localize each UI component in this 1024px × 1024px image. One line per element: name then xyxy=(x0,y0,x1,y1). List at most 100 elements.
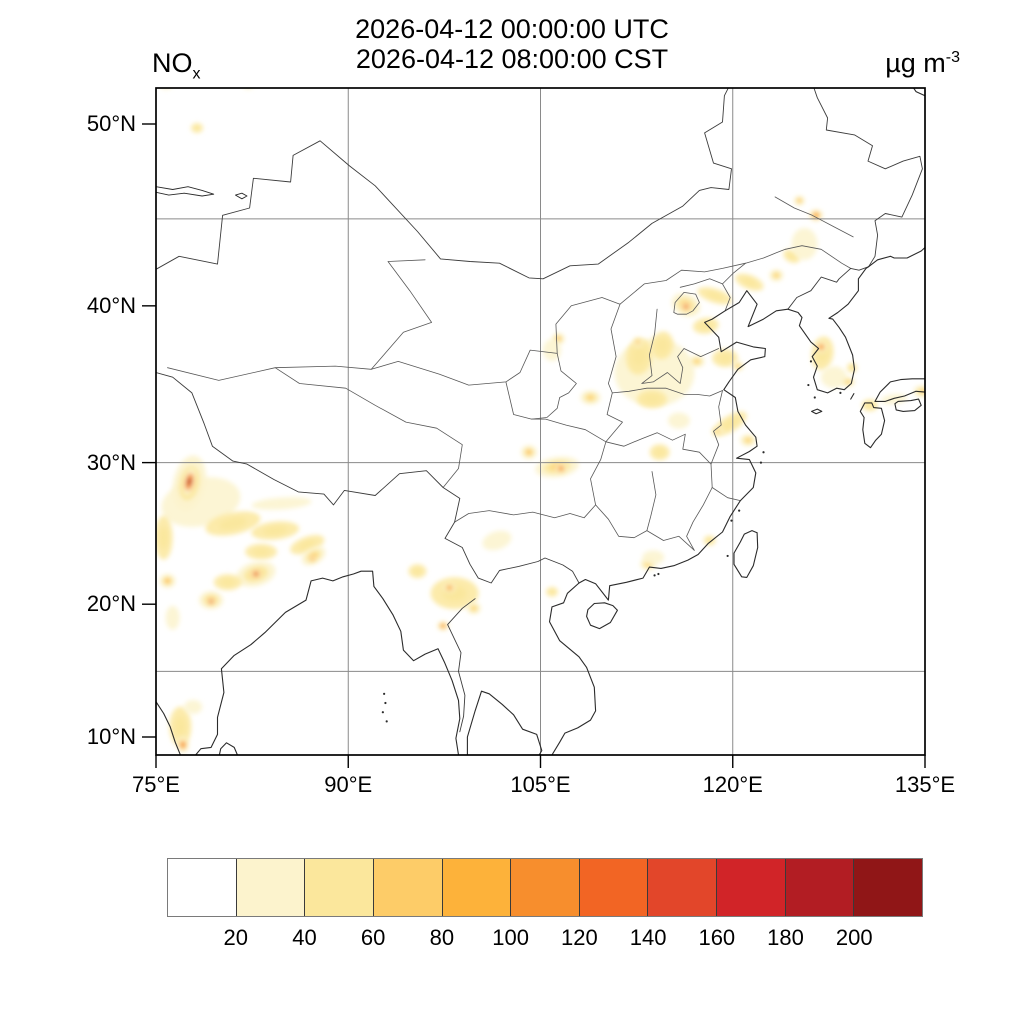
axis-ticks xyxy=(142,123,926,768)
small-island xyxy=(759,461,763,464)
map-outlines xyxy=(156,88,925,755)
small-island xyxy=(813,396,816,399)
concentration-shading xyxy=(156,88,925,753)
coastline xyxy=(156,701,181,755)
coastline xyxy=(859,402,886,449)
colorbar-cell xyxy=(442,859,512,916)
province-boundary xyxy=(595,504,695,551)
colorbar-tick-label: 140 xyxy=(629,925,667,950)
province-boundary xyxy=(774,196,854,238)
country-border xyxy=(787,266,870,310)
small-island xyxy=(381,711,384,714)
lat-tick-label: 10°N xyxy=(86,724,136,749)
plot-title: 2026-04-12 00:00:00 UTC 2026-04-12 08:00… xyxy=(0,14,1024,74)
small-island xyxy=(809,360,813,363)
province-boundary xyxy=(167,259,432,381)
colorbar-cell xyxy=(648,859,718,916)
coastline xyxy=(195,570,461,755)
units-label: µg m-3 xyxy=(885,48,960,78)
colorbar-cell xyxy=(236,859,306,916)
coastline xyxy=(912,88,925,97)
lat-tick-label: 20°N xyxy=(86,591,136,617)
coastline xyxy=(548,582,597,755)
province-boundary xyxy=(370,248,786,386)
coastline xyxy=(850,393,855,400)
lon-tick-label: 120°E xyxy=(702,772,763,797)
province-boundary xyxy=(641,308,720,384)
coastline xyxy=(868,246,925,268)
country-border xyxy=(447,598,476,733)
province-boundary xyxy=(673,292,700,315)
colorbar-tick-label: 40 xyxy=(292,925,317,950)
colorbar-tick-label: 20 xyxy=(223,925,248,950)
coastline xyxy=(874,390,925,402)
species-label: NOx xyxy=(152,48,201,83)
colorbar xyxy=(167,858,923,917)
coastline xyxy=(578,290,789,601)
small-island xyxy=(653,574,656,577)
colorbar-tick-label: 100 xyxy=(492,925,529,950)
province-boundary xyxy=(784,245,852,269)
small-island xyxy=(384,701,387,705)
lon-tick-label: 105°E xyxy=(510,772,571,797)
lon-tick-label: 90°E xyxy=(324,772,373,797)
province-boundary xyxy=(605,432,713,488)
country-border xyxy=(156,372,580,584)
colorbar-tick-label: 60 xyxy=(360,925,386,950)
lat-tick-label: 40°N xyxy=(86,292,136,318)
country-border xyxy=(156,88,732,280)
coastline xyxy=(894,398,922,412)
coastline xyxy=(218,742,238,755)
colorbar-cell xyxy=(579,859,649,916)
coastline xyxy=(787,266,870,394)
lake-outline xyxy=(156,186,215,197)
province-boundary xyxy=(679,262,746,288)
small-island xyxy=(383,692,386,695)
title-line-cst: 2026-04-12 08:00:00 CST xyxy=(355,44,669,75)
colorbar-tick-label: 180 xyxy=(767,925,804,950)
province-boundary xyxy=(454,504,596,523)
province-boundary xyxy=(686,487,713,551)
coastline xyxy=(811,408,823,415)
lon-tick-label: 75°E xyxy=(132,772,180,797)
coastline xyxy=(586,602,618,630)
province-boundary xyxy=(611,387,723,397)
coastline xyxy=(733,530,759,578)
province-boundary xyxy=(505,381,607,506)
lat-tick-label: 30°N xyxy=(86,449,136,475)
colorbar-cell xyxy=(785,859,855,916)
colorbar-cell xyxy=(717,859,786,916)
lake-outline xyxy=(235,192,248,200)
lon-tick-label: 135°E xyxy=(894,772,956,797)
colorbar-cell xyxy=(305,859,374,916)
coastline xyxy=(874,378,925,402)
colorbar-cell xyxy=(168,859,237,916)
colorbar-tick-label: 160 xyxy=(698,925,736,950)
small-island xyxy=(726,554,729,558)
colorbar-tick-label: 200 xyxy=(835,925,873,950)
small-island xyxy=(385,720,388,723)
species-subscript: x xyxy=(192,65,201,83)
province-boundary xyxy=(531,353,577,420)
colorbar-tick-label: 80 xyxy=(429,925,455,950)
small-island xyxy=(839,391,842,394)
country-border xyxy=(813,88,923,268)
small-island xyxy=(762,451,765,454)
province-boundary xyxy=(722,283,731,312)
province-boundary xyxy=(605,303,623,443)
province-boundary xyxy=(274,367,463,488)
colorbar-cell xyxy=(511,859,580,916)
province-boundary xyxy=(711,487,741,501)
province-boundary xyxy=(710,390,723,465)
small-island xyxy=(657,572,660,576)
province-boundary xyxy=(646,471,657,531)
colorbar-cell xyxy=(854,859,923,916)
small-island xyxy=(730,519,733,522)
coastline xyxy=(466,690,543,755)
units-exponent: -3 xyxy=(945,49,960,66)
graticule xyxy=(156,88,925,755)
colorbar-tick-label: 120 xyxy=(561,925,598,950)
colorbar-cell xyxy=(373,859,443,916)
